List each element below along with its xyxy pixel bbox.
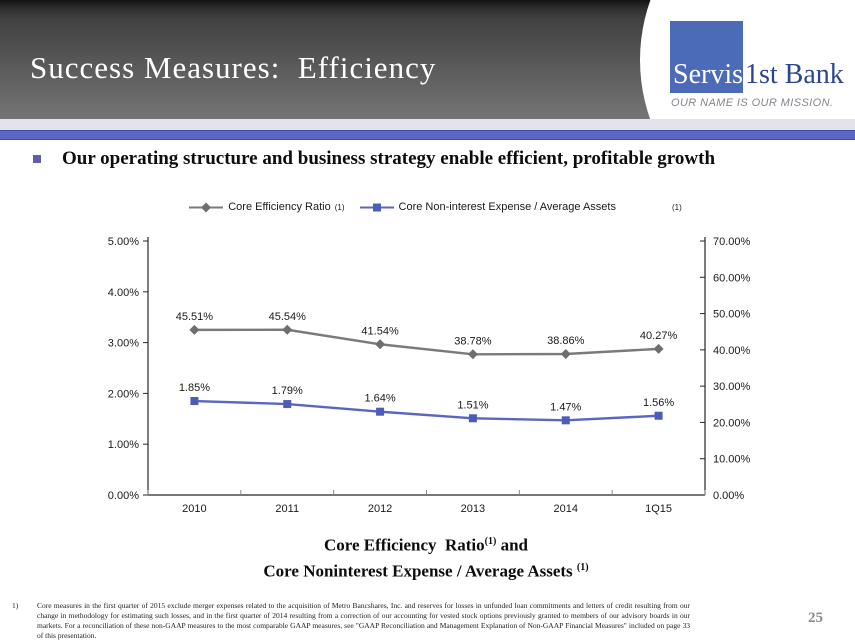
- data-point-label: 41.54%: [361, 325, 399, 337]
- line-diamond-marker-icon: [189, 202, 224, 212]
- right-axis-tick-label: 30.00%: [713, 381, 751, 393]
- square-marker-icon: [654, 411, 663, 420]
- square-marker-icon: [468, 414, 477, 423]
- data-point-label: 1.64%: [364, 393, 395, 405]
- data-point-label: 45.51%: [176, 311, 214, 323]
- logo-wordmark: Servis1st Bank: [673, 60, 844, 90]
- right-axis-tick-label: 10.00%: [713, 454, 751, 466]
- x-axis-category-label: 1Q15: [645, 503, 672, 515]
- page-title: Success Measures: Efficiency: [30, 50, 437, 85]
- data-point-label: 1.51%: [457, 399, 488, 411]
- bullet-text: Our operating structure and business str…: [62, 148, 716, 169]
- square-marker-icon: [561, 416, 570, 425]
- legend-label: Core Non-interest Expense / Average Asse…: [398, 201, 616, 213]
- diamond-marker-icon: [560, 348, 571, 359]
- servisfirst-bank-logo: Servis1st Bank OUR NAME IS OUR MISSION.: [660, 0, 855, 115]
- chart-title: Core Efficiency Ratio(1) and Core Nonint…: [96, 531, 756, 582]
- x-axis-category-label: 2012: [368, 503, 392, 515]
- diamond-marker-icon: [189, 324, 200, 335]
- logo-servis-text: Servis: [673, 59, 743, 90]
- left-axis-tick-label: 2.00%: [108, 388, 139, 400]
- data-point-label: 1.85%: [179, 382, 210, 394]
- chart-title-line2: Core Noninterest Expense / Average Asset…: [263, 561, 589, 581]
- data-point-label: 38.78%: [454, 335, 492, 347]
- logo-bank-text: 1st Bank: [745, 59, 844, 90]
- logo-tagline: OUR NAME IS OUR MISSION.: [671, 97, 834, 109]
- data-point-label: 1.47%: [550, 401, 581, 413]
- left-axis-tick-label: 5.00%: [108, 236, 139, 248]
- left-axis-tick-label: 1.00%: [108, 439, 139, 451]
- x-axis-category-label: 2011: [275, 503, 299, 515]
- x-axis-category-label: 2010: [182, 503, 206, 515]
- data-point-label: 1.56%: [643, 397, 674, 409]
- diamond-marker-icon: [375, 339, 386, 350]
- series-line-square: [194, 399, 659, 422]
- right-axis-tick-label: 70.00%: [713, 236, 751, 248]
- left-axis-tick-label: 4.00%: [108, 287, 139, 299]
- legend-item-core-efficiency-ratio: Core Efficiency Ratio (1): [188, 201, 345, 213]
- right-axis-tick-label: 0.00%: [713, 490, 744, 502]
- right-axis-tick-label: 50.00%: [713, 309, 751, 321]
- square-marker-icon: [283, 400, 292, 409]
- legend-item-core-noninterest-expense: Core Non-interest Expense / Average Asse…: [359, 201, 682, 213]
- right-axis-tick-label: 40.00%: [713, 345, 751, 357]
- chart-legend: Core Efficiency Ratio (1) Core Non-intere…: [90, 201, 780, 213]
- legend-superscript: (1): [334, 202, 345, 212]
- square-marker-icon: [190, 397, 199, 406]
- data-point-label: 1.79%: [272, 385, 303, 397]
- data-point-label: 40.27%: [640, 330, 678, 342]
- diamond-marker-icon: [467, 349, 478, 360]
- footnote-text: Core measures in the first quarter of 20…: [37, 601, 690, 640]
- square-marker-icon: [376, 407, 385, 416]
- x-axis-category-label: 2014: [554, 503, 578, 515]
- data-point-label: 38.86%: [547, 335, 585, 347]
- diamond-marker-icon: [653, 343, 664, 354]
- legend-label: Core Efficiency Ratio: [228, 201, 331, 213]
- right-axis-tick-label: 60.00%: [713, 272, 751, 284]
- page-number: 25: [808, 610, 823, 626]
- header-divider-strip: [0, 119, 855, 130]
- chart-title-line1: Core Efficiency Ratio(1) and: [323, 535, 528, 555]
- series-line-diamond: [194, 328, 659, 356]
- x-axis-category-label: 2013: [461, 503, 485, 515]
- bullet-square-icon: [33, 155, 41, 163]
- line-square-marker-icon: [359, 203, 394, 211]
- efficiency-line-chart: 0.00% 1.00% 2.00% 3.00% 4.00% 5.00% 0.00% 10.00…: [108, 236, 751, 515]
- data-point-label: 45.54%: [269, 311, 307, 323]
- header-accent-bar: [0, 130, 855, 140]
- right-axis-tick-label: 20.00%: [713, 417, 751, 429]
- logo-blue-square: [670, 21, 743, 93]
- diamond-marker-icon: [282, 324, 293, 335]
- legend-superscript: (1): [672, 202, 682, 212]
- footnote-marker: 1): [12, 601, 19, 610]
- left-axis-tick-label: 0.00%: [108, 490, 139, 502]
- left-axis-tick-label: 3.00%: [108, 338, 139, 350]
